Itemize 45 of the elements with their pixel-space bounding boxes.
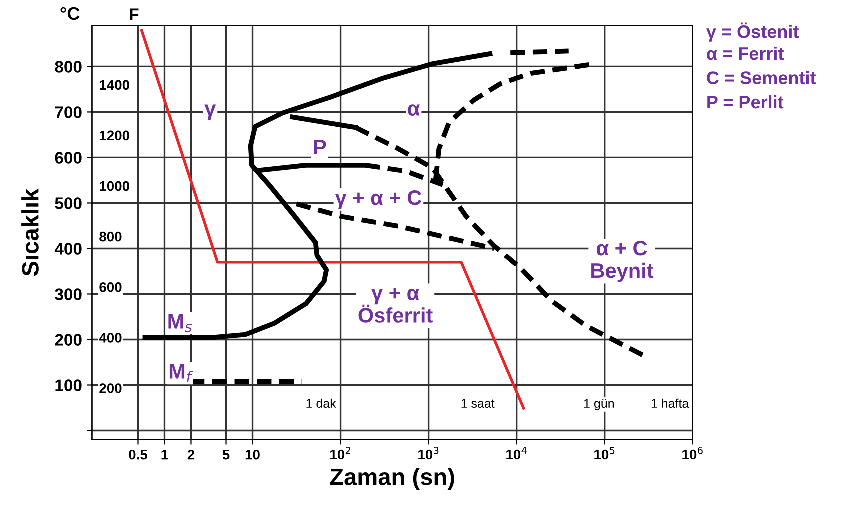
text: P = Perlit <box>708 95 784 109</box>
text: °C <box>60 7 80 20</box>
y2-axis-title: F <box>130 8 139 20</box>
y2-tick-label: 1000 <box>100 181 130 192</box>
annotation: γ <box>204 104 216 120</box>
x-tick-label: 10 <box>246 450 260 460</box>
annotation: 1 hafta <box>652 398 690 408</box>
x-tick-label: 1 <box>162 450 168 460</box>
x-tick-label: 2 <box>188 450 195 460</box>
y-tick-label: 200 <box>55 334 82 346</box>
x-tick-label: 10$^{5}$ <box>594 447 615 460</box>
x-tick-label: 10$^{2}$ <box>330 447 350 460</box>
y2-tick-label: 400 <box>99 333 122 343</box>
x-tick-label: 10$^{3}$ <box>418 447 439 460</box>
x-tick-label: 10$^{4}$ <box>506 447 527 460</box>
y-tick-label: 300 <box>55 288 82 300</box>
annotation: α + C Beynit <box>592 241 654 282</box>
y-tick-label: 400 <box>54 243 82 255</box>
annotation: M$_{f}$ <box>170 364 194 382</box>
x-tick-label: 0.5 <box>129 450 148 460</box>
y-tick-label: 600 <box>55 152 82 164</box>
y-tick-label: 700 <box>55 106 82 118</box>
x-tick-label: 5 <box>222 450 230 460</box>
text: γ = Östenit <box>706 22 800 42</box>
annotation: 1 dak <box>306 398 336 408</box>
x-axis-title: Zaman (sn) <box>330 468 454 490</box>
x-tick-label: 10$^{6}$ <box>682 447 703 460</box>
annotation: γ + α Ösferrit <box>358 288 433 323</box>
y2-tick-label: 1400 <box>100 80 130 90</box>
annotation: M$_{s}$ <box>168 314 192 332</box>
y-tick-label: 800 <box>55 61 82 73</box>
y-tick-label: 100 <box>56 380 82 392</box>
annotation: 1 gün <box>584 399 614 410</box>
annotation: α <box>408 104 420 116</box>
y2-tick-label: 600 <box>100 282 122 292</box>
annotation: P <box>314 140 326 154</box>
y2-tick-label: 200 <box>100 384 122 394</box>
text: C = Sementit <box>707 71 816 84</box>
annotation: γ + α + C <box>335 190 422 210</box>
text: α = Ferrit <box>707 46 784 60</box>
y2-tick-label: 800 <box>100 232 122 242</box>
annotation: 1 saat <box>462 399 495 408</box>
y2-tick-label: 1200 <box>100 130 130 141</box>
y-tick-label: 500 <box>55 198 82 210</box>
y-axis-title: Sıcaklık <box>22 188 39 276</box>
